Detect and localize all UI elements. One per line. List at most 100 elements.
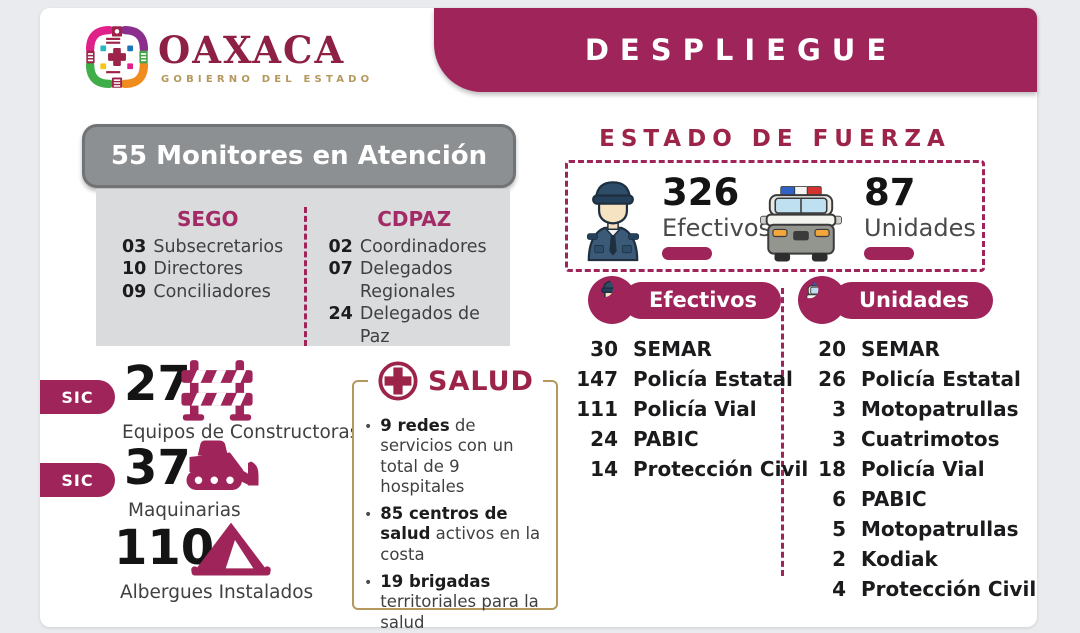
unidades-column-title: Unidades [833,281,994,319]
item-count: 26 [818,367,846,391]
bullet-text: de servicios con un total de 9 hospitale… [380,416,514,496]
monitors-panel: SEGO 03 Subsecretarios 10 Directores 09 … [96,189,511,348]
item-label: PABIC [861,487,927,511]
list-item: 3 Cuatrimotos [796,424,1036,454]
item-label: Policía Vial [633,397,757,421]
salud-bullet: 9 redes de servicios con un total de 9 h… [364,416,548,497]
item-count: 24 [590,427,618,451]
list-item: 30 SEMAR [568,334,808,364]
item-label: Directores [153,259,244,280]
monitor-item: 07 Delegados Regionales [329,258,501,303]
logo-wordmark: OAXACA GOBIERNO DEL ESTADO [158,28,373,86]
item-label: PABIC [633,427,699,451]
tent-icon [191,522,271,576]
list-item: 2 Kodiak [796,544,1036,574]
bulldozer-icon [186,440,259,490]
estado-de-fuerza-box: 326 Efectivos [565,160,985,272]
item-label: Conciliadores [153,281,271,302]
unidades-list: 20 SEMAR 26 Policía Estatal 3 Motopatrullas… [796,334,1036,604]
monitors-group-sego: SEGO 03 Subsecretarios 10 Directores 09 … [96,207,304,346]
list-item: 24 PABIC [568,424,808,454]
item-label: Motopatrullas [861,517,1019,541]
shelters-count: 110 [114,520,215,576]
list-item: 5 Motopatrullas [796,514,1036,544]
sic-badge: SIC [40,380,115,414]
machinery-count: 37 [124,440,191,496]
machinery-label: Maquinarias [128,500,241,521]
monitors-title: 55 Monitores en Atención [110,141,488,171]
item-count: 3 [832,427,846,451]
item-count: 18 [818,457,846,481]
sic-badge: SIC [40,463,115,497]
item-count: 14 [590,457,618,481]
shelters-label: Albergues Instalados [120,582,314,603]
salud-section: SALUD 9 redes de servicios con un total … [352,360,558,632]
efectivos-column-title: Efectivos [623,281,782,319]
salud-header: SALUD [368,360,543,402]
salud-bullets: 9 redes de servicios con un total de 9 h… [354,382,556,633]
monitor-item: 10 Directores [122,258,294,280]
monitor-item: 03 Subsecretarios [122,236,294,258]
medical-cross-icon [378,361,418,401]
item-count: 10 [122,259,147,280]
bullet-text: activos en la costa [380,524,541,564]
item-count: 3 [832,397,846,421]
group-header: SEGO [177,207,239,231]
efectivos-column-badge: Efectivos [588,276,782,324]
item-count: 2 [832,547,846,571]
salud-bullet: 19 brigadas territoriales para la salud [364,572,548,633]
item-label: SEMAR [861,337,940,361]
monitor-item: 09 Conciliadores [122,281,294,303]
sic-badge-label: SIC [61,470,94,490]
efectivos-list: 30 SEMAR 147 Policía Estatal 111 Policía Vi… [568,334,808,484]
monitor-item: 02 Coordinadores [329,236,501,258]
item-label: Policía Vial [861,457,985,481]
police-car-badge-icon [798,276,846,324]
sic-badge-label: SIC [61,387,94,407]
equipment-count: 27 [124,356,191,412]
item-count: 03 [122,237,147,257]
underline-pill [864,247,914,261]
unidades-summary: 87 Unidades [864,172,976,261]
list-item: 6 PABIC [796,484,1036,514]
monitors-group-cdpaz: CDPAZ 02 Coordinadores 07 Delegados Regi… [303,207,511,348]
list-item: 4 Protección Civil [796,574,1036,604]
banner-title: DESPLIEGUE [584,33,898,67]
column-divider [781,288,784,576]
item-count: 09 [122,281,147,302]
equipment-label: Equipos de Constructoras [122,422,360,443]
list-item: 3 Motopatrullas [796,394,1036,424]
item-count: 07 [328,259,353,280]
police-officer-icon [586,181,640,262]
efectivos-summary-label: Efectivos [662,213,772,242]
item-count: 6 [832,487,846,511]
item-count: 4 [832,577,846,601]
salud-bullet: 85 centros de salud activos en la costa [364,504,548,565]
item-label: Subsecretarios [153,237,284,257]
salud-title: SALUD [428,365,534,397]
item-label: Policía Estatal [633,367,793,391]
item-count: 02 [328,237,353,257]
item-count: 30 [590,337,618,361]
oaxaca-emblem-logo [85,25,149,89]
logo-title: OAXACA [158,28,346,72]
item-label: Coordinadores [359,237,487,257]
monitor-item: 24 Delegados de Paz [329,303,501,348]
content-card: OAXACA GOBIERNO DEL ESTADO DESPLIEGUE 55… [40,8,1037,632]
list-item: 111 Policía Vial [568,394,808,424]
estado-de-fuerza-title: ESTADO DE FUERZA [599,126,951,152]
police-officer-badge-icon [588,276,636,324]
barrier-icon [181,360,253,421]
item-label: Cuatrimotos [861,427,1000,451]
list-item: 18 Policía Vial [796,454,1036,484]
item-label: Delegados Regionales [359,259,456,302]
list-item: 26 Policía Estatal [796,364,1036,394]
bullet-bold-text: 19 brigadas [380,571,491,591]
list-item: 147 Policía Estatal [568,364,808,394]
list-item: 14 Protección Civil [568,454,808,484]
item-count: 5 [832,517,846,541]
bullet-bold-text: 85 centros de salud [380,504,508,544]
bullet-text: territoriales para la salud [380,592,539,632]
item-count: 111 [576,397,618,421]
